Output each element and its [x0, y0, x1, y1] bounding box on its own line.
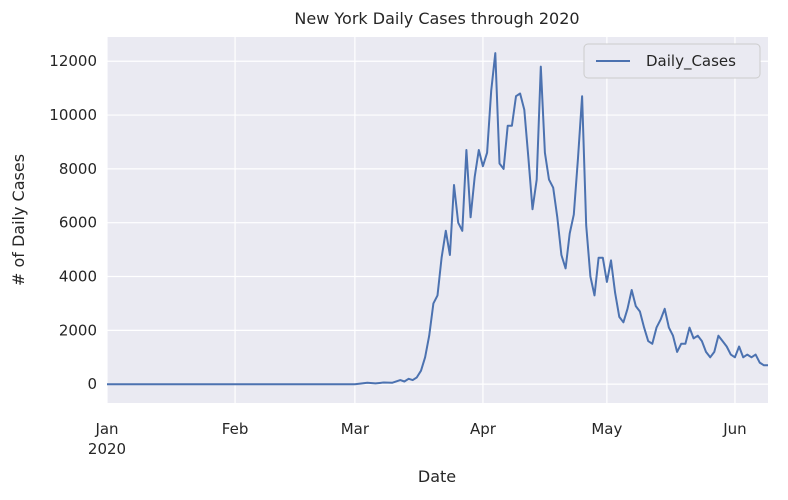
- x-tick-label: Apr: [470, 420, 497, 438]
- grid-lines: [106, 37, 768, 403]
- x-tick-label: Feb: [222, 420, 249, 438]
- y-tick-label: 4000: [59, 268, 97, 286]
- x-tick-sublabel: 2020: [88, 440, 126, 458]
- y-axis-ticks: 0 2000 4000 6000 8000 10000 12000: [49, 52, 97, 393]
- plot-background: [107, 37, 768, 403]
- legend: Daily_Cases: [583, 43, 761, 79]
- chart-title: New York Daily Cases through 2020: [294, 9, 579, 28]
- legend-label-daily-cases: Daily_Cases: [646, 52, 736, 71]
- y-tick-label: 6000: [59, 214, 97, 232]
- y-tick-label: 8000: [59, 160, 97, 178]
- x-tick-label: Mar: [341, 420, 370, 438]
- legend-box: [583, 43, 761, 79]
- x-tick-label: Jan: [94, 420, 118, 438]
- x-axis-ticks: Jan 2020 Feb Mar Apr May Jun: [88, 420, 747, 458]
- y-tick-label: 0: [87, 375, 97, 393]
- y-tick-label: 2000: [59, 321, 97, 339]
- x-axis-title: Date: [418, 467, 456, 486]
- y-axis-title: # of Daily Cases: [9, 154, 28, 286]
- x-tick-label: Jun: [722, 420, 746, 438]
- x-tick-label: May: [591, 420, 622, 438]
- y-tick-label: 10000: [49, 106, 97, 124]
- series-line-daily-cases: [107, 52, 768, 386]
- y-tick-label: 12000: [49, 52, 97, 70]
